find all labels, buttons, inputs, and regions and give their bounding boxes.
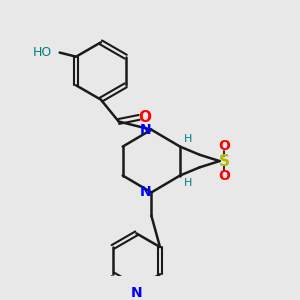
Text: N: N xyxy=(140,123,151,137)
Text: O: O xyxy=(219,169,230,183)
Text: S: S xyxy=(219,154,230,169)
Text: H: H xyxy=(184,178,192,188)
Text: N: N xyxy=(140,185,151,200)
Text: N: N xyxy=(130,286,142,300)
Text: O: O xyxy=(138,110,151,125)
Text: H: H xyxy=(184,134,192,144)
Text: HO: HO xyxy=(32,46,52,59)
Text: O: O xyxy=(219,139,230,153)
